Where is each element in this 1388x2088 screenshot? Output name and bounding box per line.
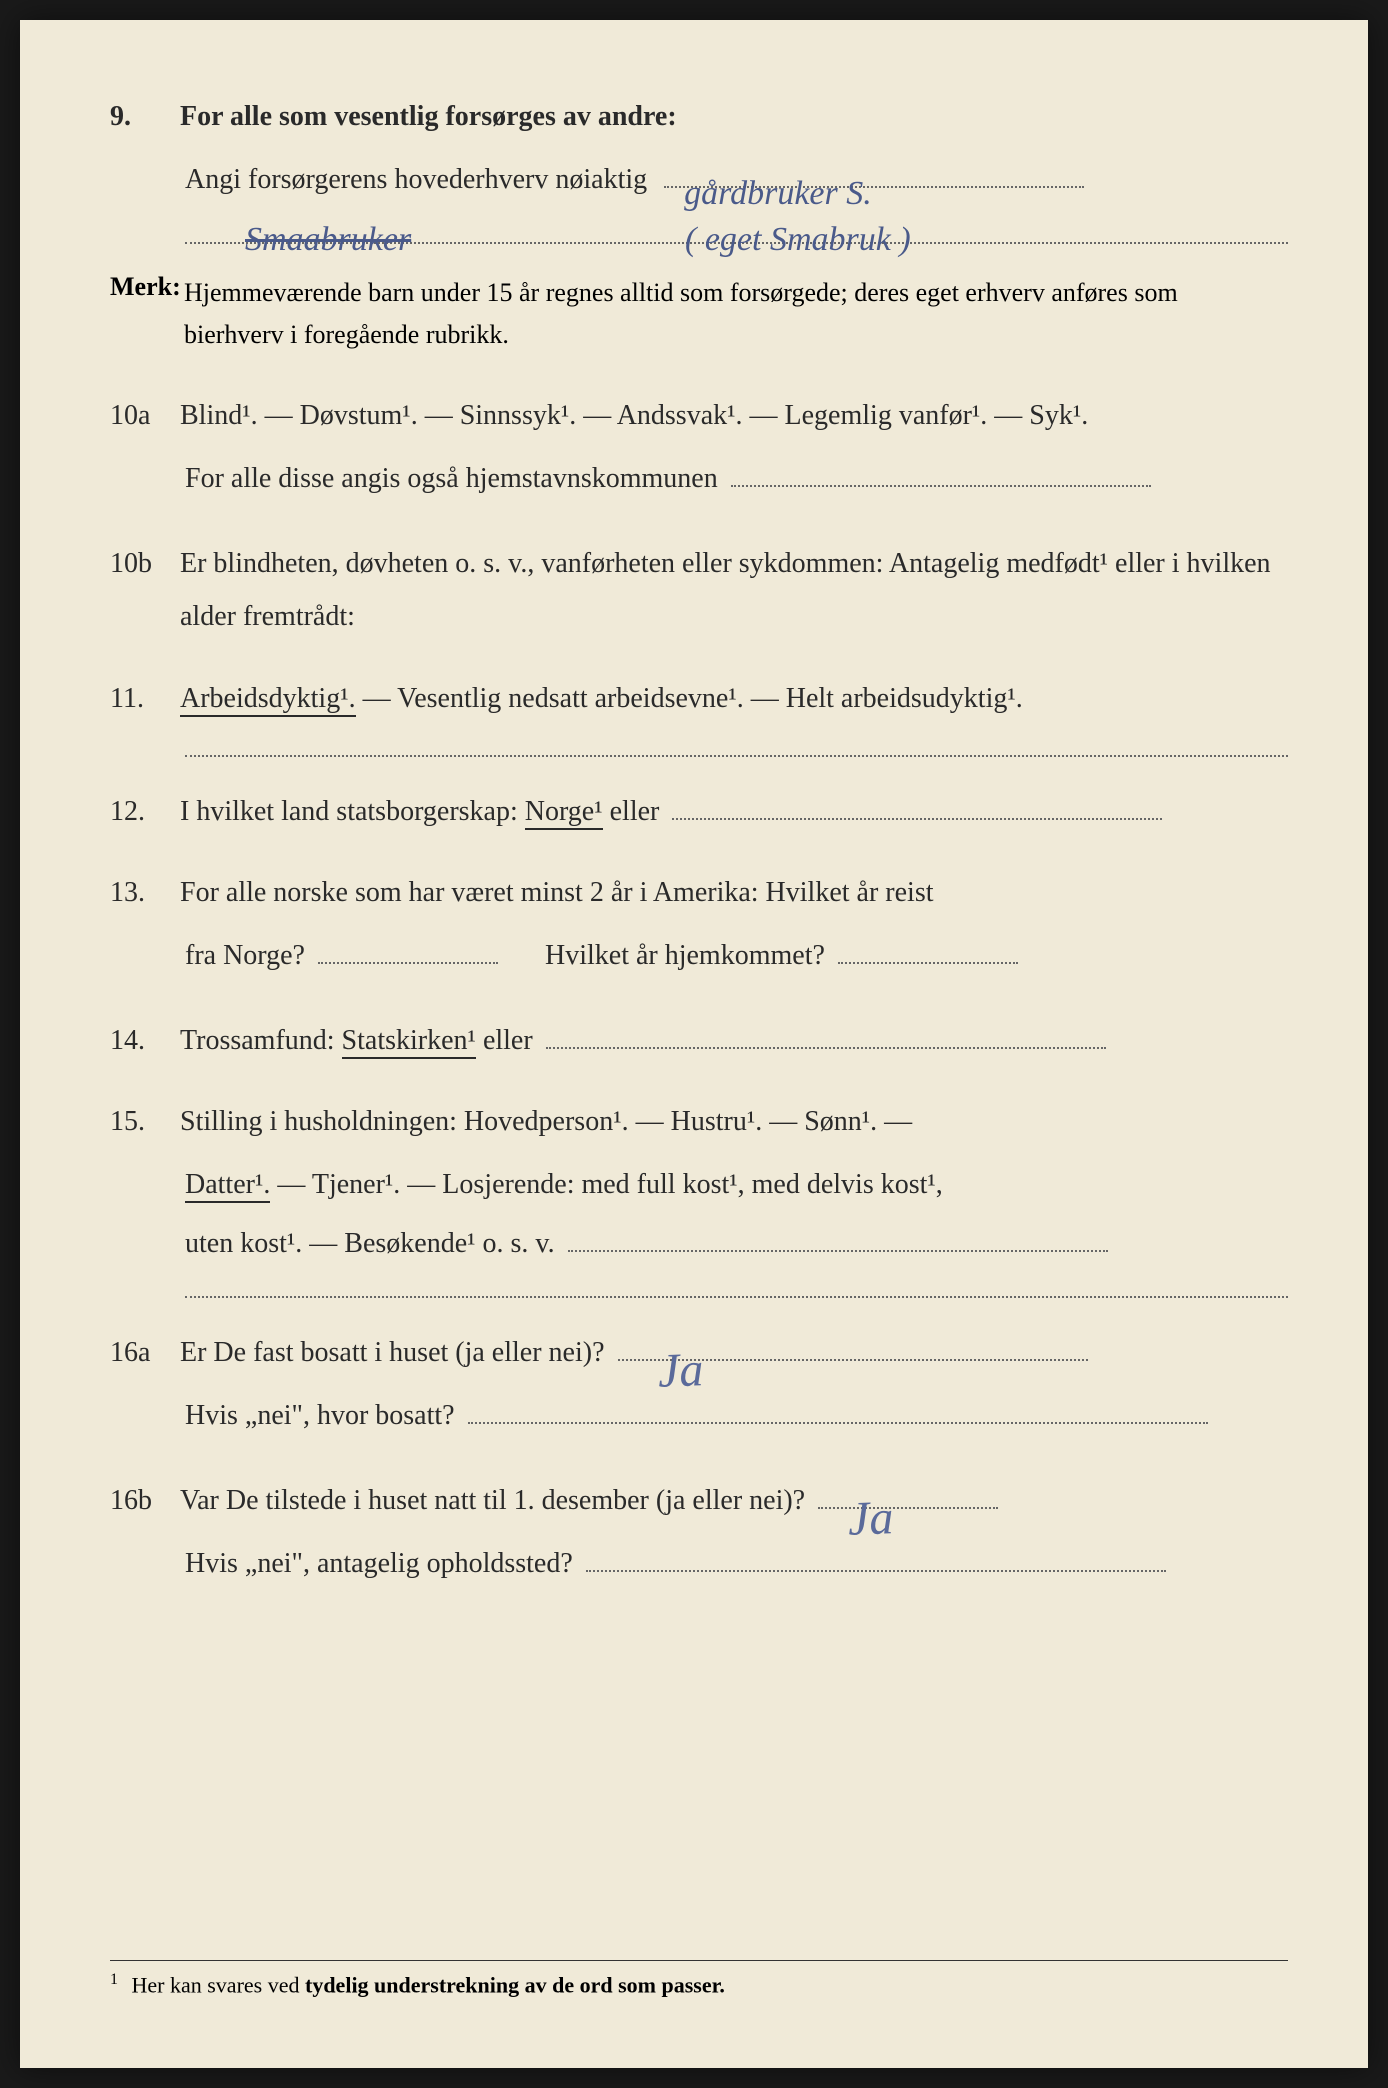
- q13-line2b: Hvilket år hjemkommet?: [545, 940, 825, 971]
- q9-label: Angi forsørgerens hovederhverv nøiaktig: [185, 164, 647, 195]
- q15-blank-2[interactable]: [185, 1274, 1288, 1298]
- q16a-number: 16a: [110, 1337, 180, 1369]
- q16b-number: 16b: [110, 1485, 180, 1517]
- q9-blank-1[interactable]: gårdbruker S.: [664, 186, 1084, 188]
- q12-blank[interactable]: [672, 818, 1162, 820]
- census-form-page: 9. For alle som vesentlig forsørges av a…: [20, 20, 1368, 2068]
- q12-underlined: Norge¹: [525, 796, 603, 830]
- q14-underlined: Statskirken¹: [342, 1025, 476, 1059]
- footnote-number: 1: [110, 1971, 118, 1988]
- q14-blank[interactable]: [546, 1047, 1106, 1049]
- q12-number: 12.: [110, 796, 180, 828]
- q16a-line2: Hvis „nei", hvor bosatt?: [185, 1400, 455, 1431]
- q16a-blank-2[interactable]: [468, 1422, 1208, 1424]
- q11-blank[interactable]: [185, 733, 1288, 757]
- merk-note: Merk: Hjemmeværende barn under 15 år reg…: [110, 272, 1288, 355]
- q10a-number: 10a: [110, 400, 180, 432]
- footnote: 1 Her kan svares ved tydelig understrekn…: [110, 1960, 1288, 1998]
- q9-title: For alle som vesentlig forsørges av andr…: [180, 90, 677, 143]
- q11-rest: — Vesentlig nedsatt arbeidsevne¹. — Helt…: [356, 683, 1023, 714]
- question-12: 12. I hvilket land statsborgerskap: Norg…: [110, 785, 1288, 838]
- q14-post: eller: [476, 1025, 533, 1056]
- q16b-blank-2[interactable]: [586, 1570, 1166, 1572]
- q16b-line2: Hvis „nei", antagelig opholdssted?: [185, 1548, 573, 1579]
- q15-line3: uten kost¹. — Besøkende¹ o. s. v.: [185, 1228, 555, 1259]
- q12-pre: I hvilket land statsborgerskap:: [180, 796, 525, 827]
- q15-line2-rest: — Tjener¹. — Losjerende: med full kost¹,…: [270, 1169, 942, 1200]
- q10a-blank[interactable]: [731, 485, 1151, 487]
- q12-post: eller: [603, 796, 660, 827]
- footnote-bold: tydelig understrekning av de ord som pas…: [305, 1972, 725, 1997]
- q9-handwritten-paren: ( eget Smabruk ): [685, 204, 911, 275]
- q16a-handwritten: Ja: [656, 1324, 704, 1417]
- q10a-line2: For alle disse angis også hjemstavnskomm…: [185, 463, 718, 494]
- question-11: 11. Arbeidsdyktig¹. — Vesentlig nedsatt …: [110, 672, 1288, 757]
- q11-underlined: Arbeidsdyktig¹.: [180, 683, 356, 717]
- q15-blank-1[interactable]: [568, 1250, 1108, 1252]
- question-16a: 16a Er De fast bosatt i huset (ja eller …: [110, 1326, 1288, 1446]
- q10b-text: Er blindheten, døvheten o. s. v., vanfør…: [180, 537, 1278, 643]
- question-16b: 16b Var De tilstede i huset natt til 1. …: [110, 1474, 1288, 1594]
- q14-number: 14.: [110, 1025, 180, 1057]
- q14-pre: Trossamfund:: [180, 1025, 342, 1056]
- q9-handwritten-strike: Smaabruker: [245, 204, 411, 275]
- q13-line1: For alle norske som har været minst 2 år…: [180, 866, 1278, 919]
- q13-blank-2[interactable]: [838, 962, 1018, 964]
- question-15: 15. Stilling i husholdningen: Hovedperso…: [110, 1095, 1288, 1298]
- q16b-line1: Var De tilstede i huset natt til 1. dese…: [180, 1485, 805, 1516]
- q16a-blank-1[interactable]: Ja: [618, 1359, 1088, 1361]
- question-10a: 10a Blind¹. — Døvstum¹. — Sinnssyk¹. — A…: [110, 389, 1288, 509]
- q13-number: 13.: [110, 877, 180, 909]
- q10b-number: 10b: [110, 548, 180, 580]
- q9-blank-2[interactable]: Smaabruker ( eget Smabruk ): [185, 214, 1288, 244]
- q11-number: 11.: [110, 683, 180, 715]
- q13-blank-1[interactable]: [318, 962, 498, 964]
- q10a-options: Blind¹. — Døvstum¹. — Sinnssyk¹. — Andss…: [180, 389, 1278, 442]
- q16b-blank-1[interactable]: Ja: [818, 1507, 998, 1509]
- question-14: 14. Trossamfund: Statskirken¹ eller: [110, 1014, 1288, 1067]
- q9-number: 9.: [110, 101, 180, 133]
- merk-label: Merk:: [110, 272, 180, 302]
- q15-number: 15.: [110, 1106, 180, 1138]
- q16a-line1: Er De fast bosatt i huset (ja eller nei)…: [180, 1337, 605, 1368]
- question-9: 9. For alle som vesentlig forsørges av a…: [110, 90, 1288, 244]
- merk-text: Hjemmeværende barn under 15 år regnes al…: [184, 272, 1282, 355]
- question-10b: 10b Er blindheten, døvheten o. s. v., va…: [110, 537, 1288, 643]
- q15-line2-underlined: Datter¹.: [185, 1169, 270, 1203]
- q15-line1: Stilling i husholdningen: Hovedperson¹. …: [180, 1095, 1278, 1148]
- q13-line2a: fra Norge?: [185, 940, 305, 971]
- footnote-pre: Her kan svares ved: [132, 1972, 306, 1997]
- question-13: 13. For alle norske som har været minst …: [110, 866, 1288, 986]
- q16b-handwritten: Ja: [847, 1472, 895, 1565]
